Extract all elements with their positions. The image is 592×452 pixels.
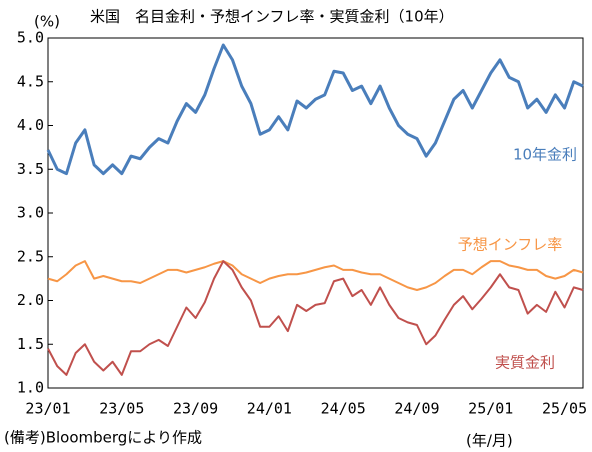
x-tick-label: 25/01 (468, 400, 513, 418)
y-tick-label: 2.5 (17, 247, 44, 265)
series-line (47, 260, 584, 376)
x-tick-label: 24/01 (247, 400, 292, 418)
source-note: (備考)Bloombergにより作成 (4, 429, 202, 447)
x-tick-label: 23/01 (25, 400, 70, 418)
series-line (46, 43, 584, 176)
y-axis-label: (%) (34, 13, 60, 31)
legend-label: 10年金利 (513, 146, 577, 164)
y-tick-label: 1.0 (17, 379, 44, 397)
plot-frame (47, 37, 584, 389)
x-tick-label: 25/05 (542, 400, 587, 418)
y-tick-label: 1.5 (17, 335, 44, 353)
x-tick-label: 24/05 (321, 400, 366, 418)
x-tick-label: 23/05 (99, 400, 144, 418)
x-axis-label: (年/月) (466, 432, 513, 450)
y-tick-label: 3.5 (17, 160, 44, 178)
legend-label: 予想インフレ率 (458, 236, 563, 254)
y-tick-label: 4.5 (17, 72, 44, 90)
y-tick-label: 5.0 (17, 29, 44, 47)
series-line (47, 260, 584, 291)
chart-title: 米国 名目金利・予想インフレ率・実質金利（10年） (90, 8, 454, 26)
x-tick-label: 24/09 (394, 400, 439, 418)
y-tick-label: 4.0 (17, 116, 44, 134)
x-tick-label: 23/09 (173, 400, 218, 418)
legend-label: 実質金利 (495, 354, 555, 372)
y-tick-label: 2.0 (17, 291, 44, 309)
y-tick-label: 3.0 (17, 204, 44, 222)
